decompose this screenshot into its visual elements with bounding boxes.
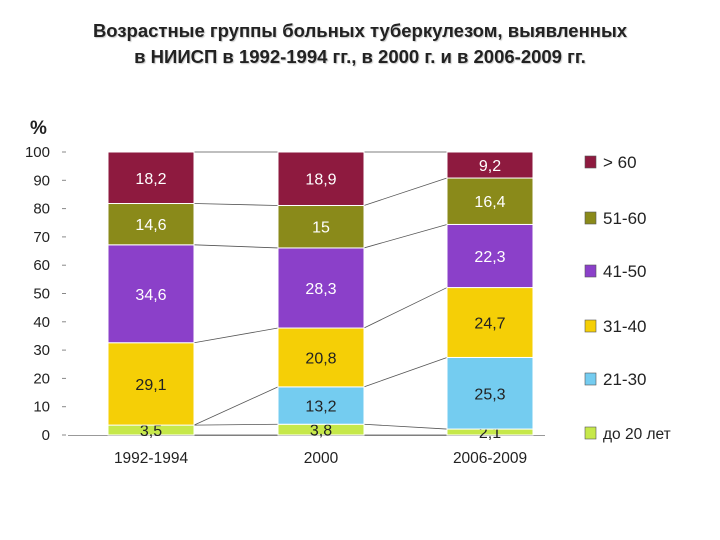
chart-title-line-2: в НИИСП в 1992-1994 гг., в 2000 г. и в 2… bbox=[134, 46, 586, 67]
legend-swatch bbox=[584, 372, 597, 386]
connector-line bbox=[363, 224, 448, 249]
chart-title-line-1: Возрастные группы больных туберкулезом, … bbox=[92, 20, 628, 41]
data-label: 3,5 bbox=[140, 423, 162, 440]
data-label: 18,2 bbox=[135, 171, 166, 188]
y-tick-label: 60 bbox=[33, 257, 50, 274]
bar-segment bbox=[277, 327, 365, 388]
bar-segment bbox=[107, 342, 195, 426]
bar-segment bbox=[107, 151, 195, 205]
y-tick-label: 80 bbox=[33, 201, 50, 218]
y-tick-label: 0 bbox=[42, 427, 50, 444]
connector-line bbox=[363, 357, 448, 388]
data-label: 34,6 bbox=[135, 287, 166, 304]
bar-segment bbox=[277, 204, 365, 249]
connector-line bbox=[193, 203, 279, 206]
bar-segment bbox=[446, 287, 534, 358]
bar-segment bbox=[446, 151, 534, 179]
legend-swatch bbox=[584, 426, 597, 440]
x-tick-label: 2006-2009 bbox=[453, 450, 527, 467]
connector-line bbox=[193, 327, 279, 344]
legend-swatch bbox=[584, 264, 597, 278]
y-tick-label: 20 bbox=[33, 370, 50, 387]
x-tick-label: 2000 bbox=[304, 450, 339, 467]
data-label: 20,8 bbox=[305, 350, 336, 367]
connector-line bbox=[193, 244, 279, 249]
legend-label: 51-60 bbox=[603, 209, 646, 228]
bar-segment bbox=[277, 151, 365, 206]
legend-swatch bbox=[584, 155, 597, 169]
bar-segment bbox=[446, 177, 534, 225]
data-label: 18,9 bbox=[305, 172, 336, 189]
legend-swatch bbox=[584, 211, 597, 225]
legend-label: 31-40 bbox=[603, 317, 646, 336]
data-label: 24,7 bbox=[474, 316, 505, 333]
y-tick-label: 70 bbox=[33, 229, 50, 246]
y-tick-label: 100 bbox=[25, 144, 50, 161]
legend-swatch bbox=[584, 319, 597, 333]
data-label: 16,4 bbox=[474, 194, 505, 211]
y-tick-label: 40 bbox=[33, 314, 50, 331]
y-tick-label: 30 bbox=[33, 342, 50, 359]
y-tick-label: 50 bbox=[33, 286, 50, 303]
connector-line bbox=[363, 423, 448, 430]
connector-line bbox=[363, 177, 448, 206]
bar-segment bbox=[107, 244, 195, 344]
connector-line bbox=[193, 423, 279, 426]
legend-label: до 20 лет bbox=[603, 426, 671, 443]
connector-line bbox=[193, 386, 279, 426]
bar-segment bbox=[446, 223, 534, 289]
data-label: 14,6 bbox=[135, 217, 166, 234]
data-label: 25,3 bbox=[474, 386, 505, 403]
data-label: 28,3 bbox=[305, 281, 336, 298]
data-label: 9,2 bbox=[479, 158, 501, 175]
data-label: 29,1 bbox=[135, 377, 166, 394]
data-label: 13,2 bbox=[305, 399, 336, 416]
x-tick-label: 1992-1994 bbox=[114, 450, 189, 467]
data-label: 3,8 bbox=[310, 423, 332, 440]
legend-label: > 60 bbox=[603, 153, 637, 172]
bar-segment bbox=[277, 386, 365, 425]
bar-segment bbox=[446, 356, 534, 430]
y-tick-label: 10 bbox=[33, 399, 50, 416]
y-axis-label: % bbox=[30, 118, 47, 139]
connector-line bbox=[363, 287, 448, 329]
chart-title: Возрастные группы больных туберкулезом, … bbox=[0, 18, 720, 70]
bar-segment bbox=[277, 247, 365, 329]
data-label: 22,3 bbox=[474, 249, 505, 266]
legend-label: 21-30 bbox=[603, 370, 646, 389]
data-label: 15 bbox=[312, 220, 330, 237]
legend-label: 41-50 bbox=[603, 262, 646, 281]
y-tick-label: 90 bbox=[33, 172, 50, 189]
